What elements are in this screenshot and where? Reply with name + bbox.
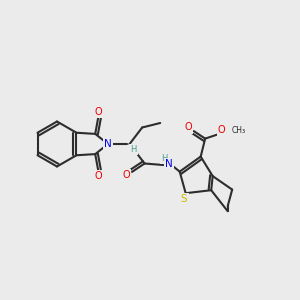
Text: H: H xyxy=(161,154,168,163)
Text: S: S xyxy=(181,194,188,204)
Text: N: N xyxy=(104,139,112,149)
Text: N: N xyxy=(165,159,172,170)
Text: O: O xyxy=(184,122,192,133)
Text: O: O xyxy=(123,170,130,180)
Text: O: O xyxy=(218,124,226,135)
Text: O: O xyxy=(94,171,102,181)
Text: H: H xyxy=(130,145,137,154)
Text: CH₃: CH₃ xyxy=(231,126,245,135)
Text: O: O xyxy=(94,107,102,117)
